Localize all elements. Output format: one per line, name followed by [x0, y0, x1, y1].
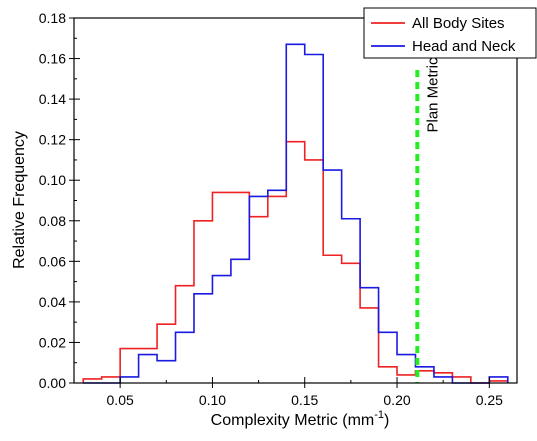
x-tick-label: 0.05 [107, 392, 134, 408]
y-tick-label: 0.10 [39, 172, 66, 188]
x-axis: 0.05 0.10 0.15 0.20 0.25 [107, 377, 503, 408]
series-layer [82, 43, 509, 384]
y-tick-label: 0.14 [39, 91, 66, 107]
legend-entry-label: All Body Sites [412, 15, 505, 32]
x-tick-label: 0.20 [383, 392, 410, 408]
y-tick-label: 0.04 [39, 294, 66, 310]
y-tick-label: 0.00 [39, 375, 66, 391]
y-axis: 0.00 0.02 0.04 0.06 0.08 0.10 0.12 0.14 0.16 0.18 [39, 10, 80, 391]
y-tick-label: 0.06 [39, 253, 66, 269]
x-tick-label: 0.25 [476, 392, 503, 408]
plot-area [73, 17, 518, 384]
legend-entry-label: Head and Neck [412, 38, 516, 55]
series-line-head-and-neck [83, 43, 509, 384]
y-tick-label: 0.08 [39, 213, 66, 229]
x-axis-title-superscript: -1 [374, 409, 384, 421]
x-tick-label: 0.10 [199, 392, 226, 408]
legend: All Body Sites Head and Neck [363, 7, 537, 59]
y-tick-label: 0.02 [39, 334, 66, 350]
series-line-all-body-sites [82, 140, 509, 384]
x-axis-title-main: Complexity Metric (mm [211, 412, 375, 429]
y-tick-label: 0.12 [39, 132, 66, 148]
plan-metric-label: Plan Metric [424, 57, 441, 133]
y-axis-title: Relative Frequency [11, 131, 28, 269]
y-tick-label: 0.18 [39, 10, 66, 26]
legend-box [363, 7, 537, 59]
x-tick-label: 0.15 [291, 392, 318, 408]
x-axis-title-close: ) [384, 412, 389, 429]
x-axis-title: Complexity Metric (mm-1) [211, 409, 390, 429]
y-tick-label: 0.16 [39, 51, 66, 67]
plot-background [74, 18, 517, 383]
